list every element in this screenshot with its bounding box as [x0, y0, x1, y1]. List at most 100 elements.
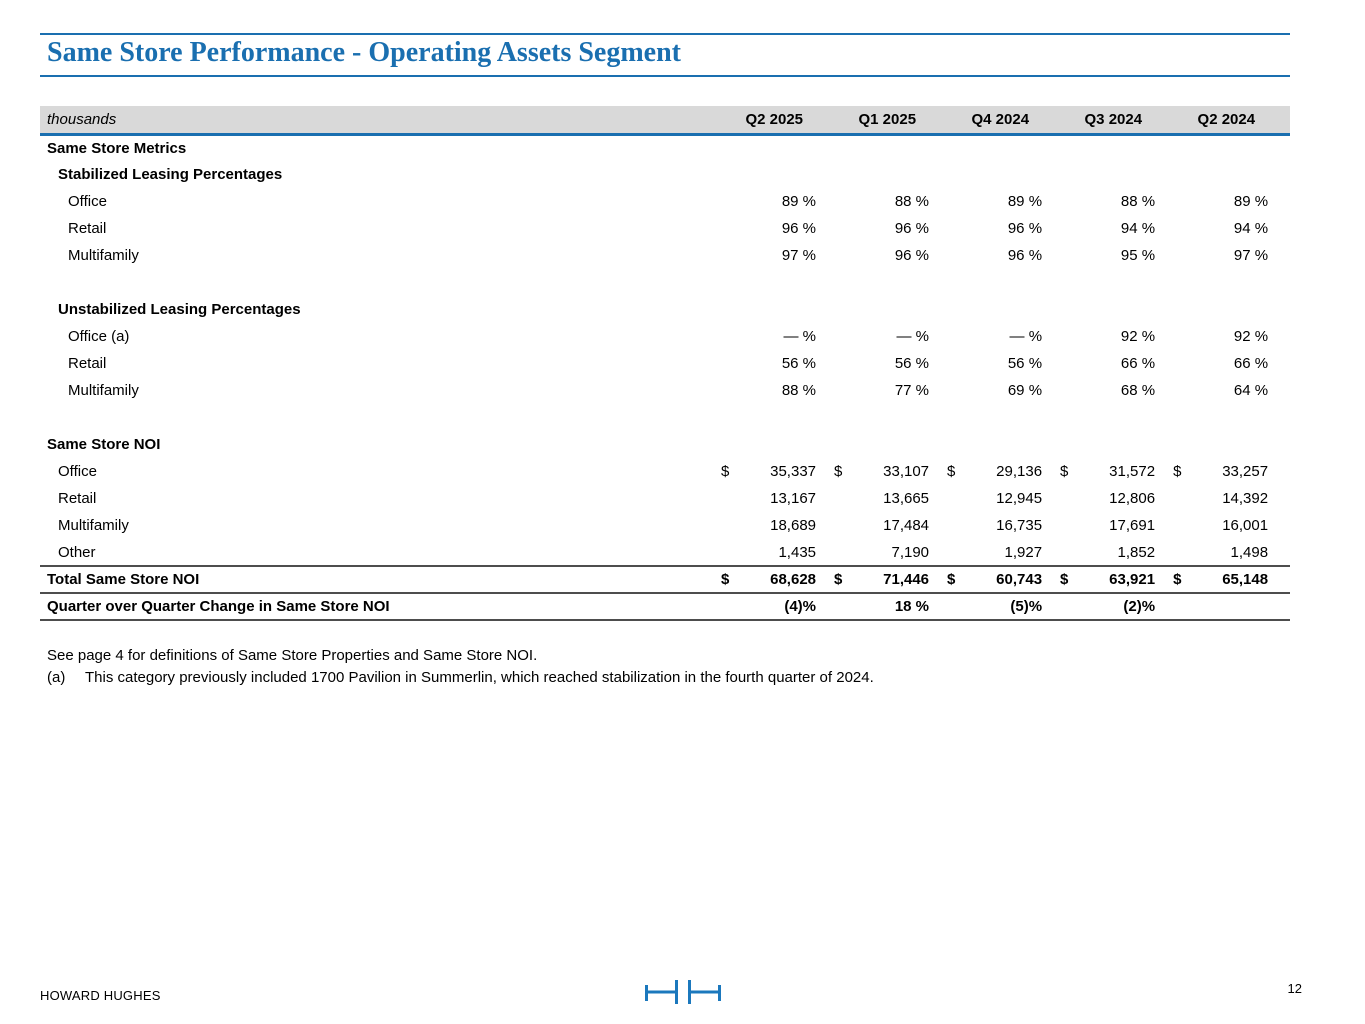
- cell-currency: [1054, 323, 1082, 350]
- cell-value: 29,136: [996, 463, 1043, 481]
- cell-currency: $: [1054, 565, 1083, 595]
- cell-value: 12,945: [996, 490, 1043, 508]
- cell-currency: [715, 161, 743, 188]
- row-label: Office: [68, 193, 107, 211]
- cell-value: 96 %: [1007, 247, 1043, 265]
- cell-value: 33,107: [883, 463, 930, 481]
- cell-value: [743, 431, 828, 458]
- cell-currency: [715, 296, 743, 323]
- table-row: Total Same Store NOI $68,628 $71,446 $60,74…: [40, 565, 1291, 595]
- cell-currency: [828, 323, 856, 350]
- cell-currency: [1167, 161, 1195, 188]
- cell-currency: $: [1060, 463, 1069, 481]
- cell-value: [1195, 593, 1281, 622]
- brand-text: HOWARD HUGHES: [40, 988, 161, 1003]
- table-header-row: thousands Q2 2025 Q1 2025 Q4 2024 Q3 2024 Q2…: [40, 106, 1291, 136]
- cell-currency: [1167, 593, 1196, 622]
- row-label: Unstabilized Leasing Percentages: [58, 301, 301, 319]
- cell-value: 16,001: [1222, 517, 1269, 535]
- row-tail: [1280, 215, 1290, 242]
- cell-value: 1,498: [1230, 543, 1269, 561]
- cell-currency: [941, 485, 969, 512]
- cell-value: [969, 161, 1054, 188]
- cell-currency: [1167, 134, 1195, 161]
- cell-value: [743, 161, 828, 188]
- cell-currency: [715, 593, 743, 622]
- cell-currency: [715, 431, 743, 458]
- cell-currency: [941, 188, 969, 215]
- footnote-text: See page 4 for definitions of Same Store…: [47, 647, 538, 665]
- cell-value: 96 %: [894, 220, 930, 238]
- table-row: Office 89 % 88 % 89 % 88 % 89 %: [40, 188, 1290, 215]
- row-tail: [1280, 323, 1290, 350]
- cell-value: — %: [896, 328, 930, 346]
- table-row: Quarter over Quarter Change in Same Stor…: [40, 593, 1291, 622]
- cell-value: [743, 296, 828, 323]
- cell-currency: [715, 512, 743, 539]
- cell-value: 66 %: [1233, 355, 1269, 373]
- cell-currency: [941, 242, 969, 269]
- cell-value: 1,435: [778, 543, 817, 561]
- cell-value: 88 %: [781, 382, 817, 400]
- cell-currency: [1054, 215, 1082, 242]
- cell-currency: [1167, 539, 1195, 566]
- cell-currency: $: [947, 463, 956, 481]
- cell-currency: [715, 188, 743, 215]
- cell-currency: [941, 377, 969, 404]
- row-label: Same Store NOI: [47, 436, 161, 454]
- cell-value: [743, 134, 828, 161]
- row-label: Office (a): [68, 328, 130, 346]
- cell-value: [1082, 431, 1167, 458]
- cell-currency: [828, 215, 856, 242]
- cell-value: — %: [783, 328, 817, 346]
- cell-value: 89 %: [1007, 193, 1043, 211]
- cell-currency: [1167, 485, 1195, 512]
- cell-currency: [828, 188, 856, 215]
- row-label: Multifamily: [68, 382, 139, 400]
- cell-value: (2)%: [1082, 593, 1168, 622]
- cell-currency: $: [828, 565, 857, 595]
- cell-value: 17,484: [883, 517, 930, 535]
- cell-currency: [1167, 323, 1195, 350]
- cell-currency: [715, 242, 743, 269]
- cell-currency: [828, 134, 856, 161]
- cell-currency: [1167, 377, 1195, 404]
- table-row: Unstabilized Leasing Percentages: [40, 296, 1290, 323]
- table-row: Office (a) — % — % — % 92 % 92 %: [40, 323, 1290, 350]
- title-block: Same Store Performance - Operating Asset…: [40, 33, 1290, 78]
- cell-value: 1,852: [1117, 543, 1156, 561]
- row-tail: [1280, 565, 1291, 595]
- cell-value: 96 %: [1007, 220, 1043, 238]
- same-store-table: thousands Q2 2025 Q1 2025 Q4 2024 Q3 2024 Q2…: [40, 106, 1291, 622]
- cell-value: [856, 431, 941, 458]
- cell-value: 69 %: [1007, 382, 1043, 400]
- row-label: Multifamily: [58, 517, 129, 535]
- cell-value: 56 %: [1007, 355, 1043, 373]
- cell-value: 18,689: [770, 517, 817, 535]
- cell-currency: [828, 296, 856, 323]
- cell-currency: [828, 593, 857, 622]
- cell-value: 94 %: [1233, 220, 1269, 238]
- cell-currency: [1054, 512, 1082, 539]
- cell-currency: [715, 323, 743, 350]
- cell-value: 60,743: [969, 565, 1055, 595]
- cell-value: 56 %: [894, 355, 930, 373]
- cell-currency: [1054, 377, 1082, 404]
- footnotes: See page 4 for definitions of Same Store…: [40, 645, 1290, 688]
- cell-value: 89 %: [1233, 193, 1269, 211]
- cell-value: 88 %: [894, 193, 930, 211]
- cell-currency: [1054, 485, 1082, 512]
- cell-currency: [1167, 296, 1195, 323]
- cell-currency: [1054, 539, 1082, 566]
- cell-value: 92 %: [1120, 328, 1156, 346]
- cell-value: (4)%: [743, 593, 829, 622]
- cell-value: [969, 431, 1054, 458]
- cell-currency: [1167, 350, 1195, 377]
- cell-currency: $: [834, 463, 843, 481]
- cell-currency: [715, 215, 743, 242]
- cell-currency: $: [1173, 463, 1182, 481]
- row-tail: [1280, 485, 1290, 512]
- cell-value: 35,337: [770, 463, 817, 481]
- cell-currency: [715, 377, 743, 404]
- row-label: Same Store Metrics: [47, 139, 187, 157]
